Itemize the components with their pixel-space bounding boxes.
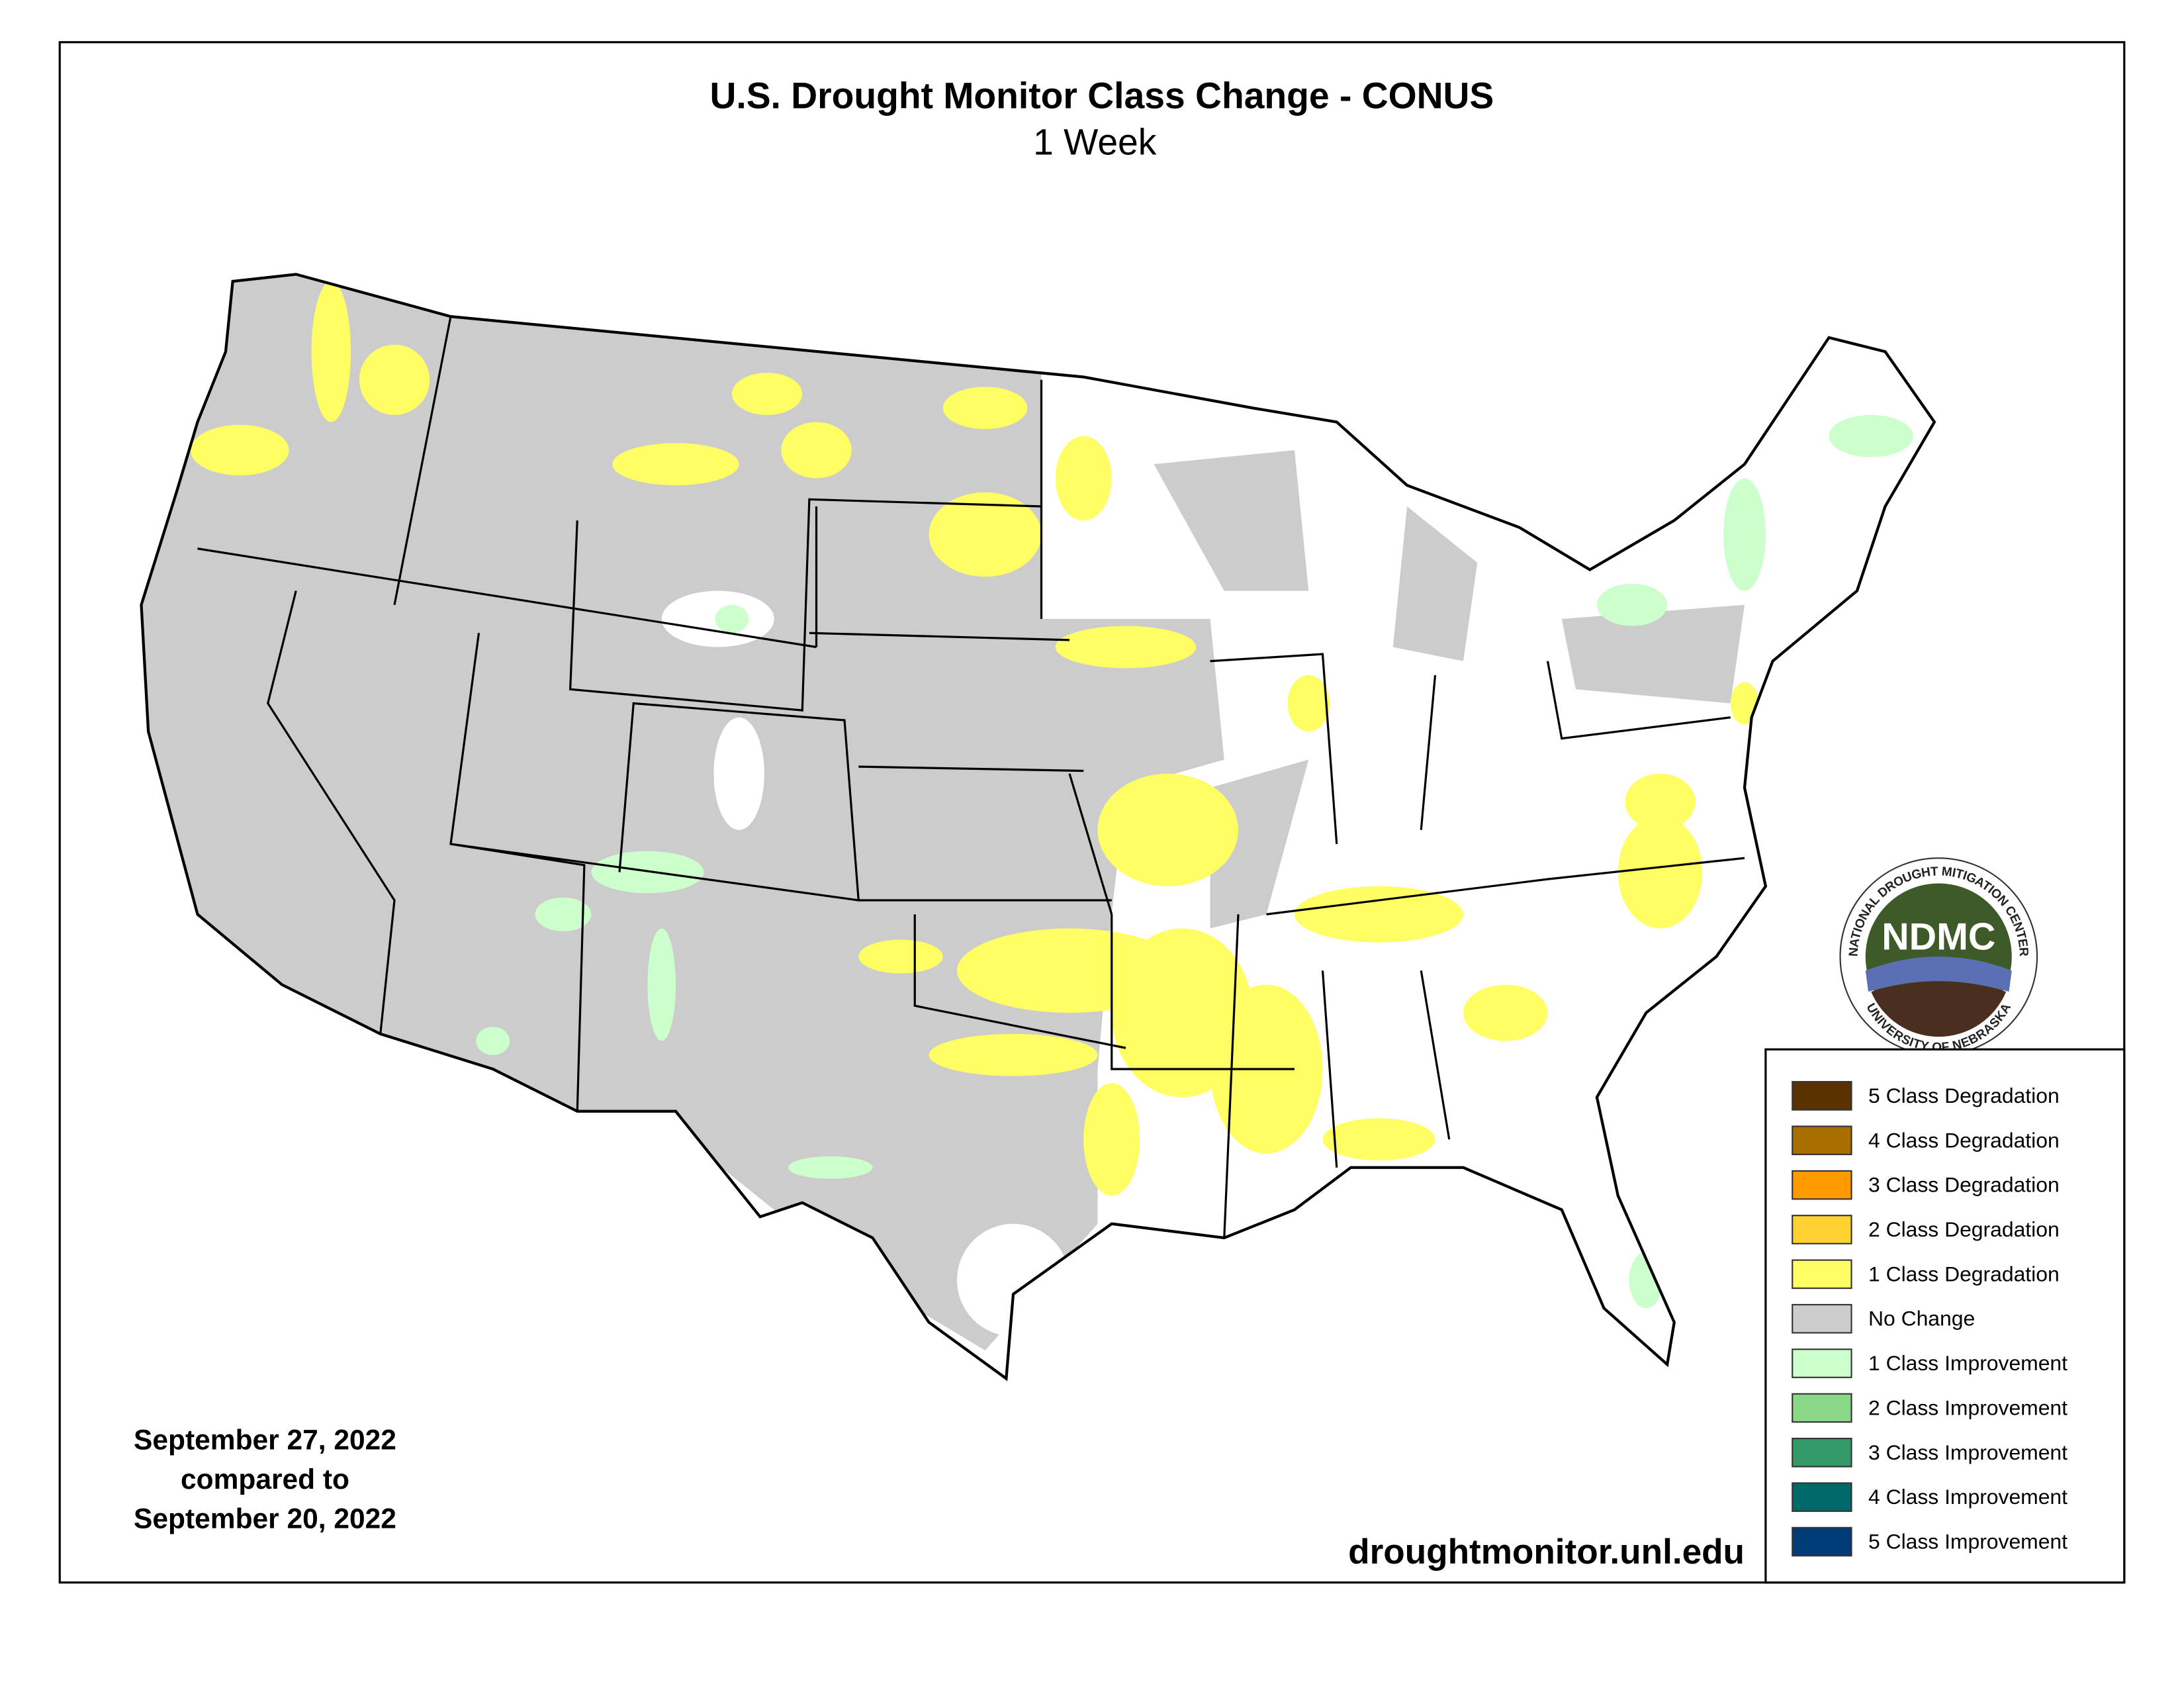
legend-label: 4 Class Improvement [1868, 1485, 2068, 1509]
legend-swatch [1792, 1526, 1852, 1557]
legend-label: 4 Class Degradation [1868, 1128, 2060, 1152]
legend-label: 2 Class Improvement [1868, 1395, 2068, 1419]
legend-swatch [1792, 1437, 1852, 1468]
legend-swatch [1792, 1259, 1852, 1289]
no-drought [713, 717, 764, 830]
region [1392, 506, 1478, 661]
legend-swatch [1792, 1125, 1852, 1156]
source-url: droughtmonitor.unl.edu [1348, 1532, 1745, 1571]
legend-label: 5 Class Degradation [1868, 1084, 2060, 1107]
legend-label: 5 Class Improvement [1868, 1530, 2068, 1554]
subtitle: 1 Week [1033, 121, 1157, 162]
legend-swatch [1792, 1081, 1852, 1111]
legend-swatch [1792, 1348, 1852, 1378]
logo-water [1865, 957, 2012, 992]
region [1561, 604, 1745, 704]
region [1154, 450, 1309, 591]
legend-swatch [1792, 1170, 1852, 1200]
date-line: September 20, 2022 [134, 1503, 396, 1534]
legend-swatch [1792, 1303, 1852, 1334]
logo-soil [1871, 981, 2007, 1037]
legend-swatch [1792, 1482, 1852, 1512]
legend-swatch [1792, 1215, 1852, 1244]
legend-label: No Change [1868, 1307, 1975, 1331]
title: U.S. Drought Monitor Class Change - CONU… [709, 75, 1494, 116]
date-line: September 27, 2022 [134, 1425, 396, 1456]
legend-label: 1 Class Degradation [1868, 1262, 2060, 1286]
date-line: compared to [181, 1464, 349, 1495]
legend-swatch [1792, 1393, 1852, 1423]
legend-label: 2 Class Degradation [1868, 1217, 2060, 1241]
legend-label: 1 Class Improvement [1868, 1351, 2068, 1375]
logo-abbr: NDMC [1882, 916, 1995, 959]
legend-label: 3 Class Improvement [1868, 1440, 2068, 1464]
legend-label: 3 Class Degradation [1868, 1173, 2060, 1197]
region [190, 281, 1759, 1196]
ndmc-logo: NDMC NATIONAL DROUGHT MITIGATION CENTER … [1839, 857, 2038, 1056]
region [1210, 759, 1309, 929]
legend: 5 Class Degradation 4 Class Degradation 3 … [1792, 1081, 2068, 1557]
state-borders [197, 316, 1745, 1239]
